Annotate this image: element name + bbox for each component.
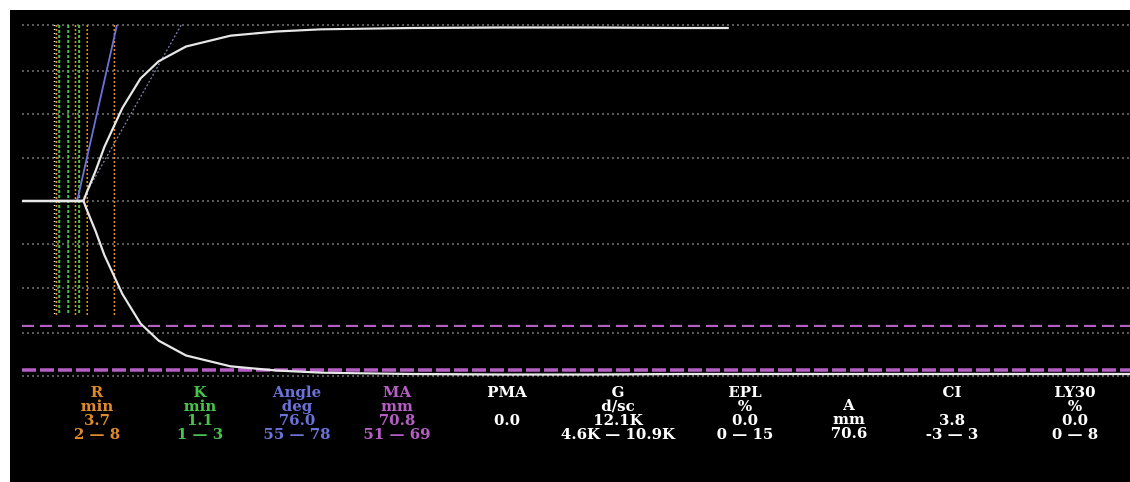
- param-value: 0.0: [493, 411, 521, 429]
- param-value: 3.7: [83, 411, 111, 429]
- param-name: R: [90, 383, 104, 401]
- param-ly30: LY30% 0.0 0 — 8: [1015, 383, 1130, 443]
- param-value: 0.0: [731, 411, 759, 429]
- param-value: 0.0: [1061, 411, 1089, 429]
- param-value: 70.8: [378, 411, 416, 429]
- param-range: 0 — 8: [1051, 425, 1099, 443]
- param-ma: MA mm 70.8 51 — 69: [337, 383, 457, 443]
- param-unit: deg: [281, 397, 313, 415]
- param-unit: %: [1067, 397, 1083, 415]
- param-unit: min: [80, 397, 114, 415]
- param-ci: CI 3.8 -3 — 3: [892, 383, 1012, 443]
- param-value: 70.6: [830, 424, 868, 442]
- angle-tangent-line: [76, 24, 118, 202]
- param-unit: mm: [381, 397, 413, 415]
- param-name: MA: [382, 383, 412, 401]
- teg-chart: [22, 24, 1130, 377]
- param-range: 2 — 8: [73, 425, 121, 443]
- param-range: -3 — 3: [925, 425, 979, 443]
- param-name: CI: [942, 383, 962, 401]
- param-name: Angle: [272, 383, 322, 401]
- param-value: 76.0: [278, 411, 316, 429]
- param-name: LY30: [1054, 383, 1096, 401]
- trace-lower-branch: [50, 199, 1130, 376]
- param-name: A: [843, 396, 855, 414]
- param-unit: d/sc: [601, 397, 635, 415]
- param-unit: mm: [833, 410, 865, 428]
- param-range: [447, 427, 567, 441]
- param-unit: min: [183, 397, 217, 415]
- param-range: 1 — 3: [176, 425, 224, 443]
- param-name: G: [611, 383, 625, 401]
- param-range: 4.6K — 10.9K: [560, 425, 676, 443]
- param-range: 51 — 69: [363, 425, 431, 443]
- param-name: K: [193, 383, 207, 401]
- param-range: 0 — 15: [716, 425, 774, 443]
- trace-upper-branch: [50, 26, 729, 203]
- param-epl: EPL% 0.0 0 — 15: [685, 383, 805, 443]
- param-name: PMA: [487, 383, 527, 401]
- param-range: [789, 440, 909, 454]
- param-value: 1.1: [186, 411, 214, 429]
- param-angle: Angle deg 76.0 55 — 78: [237, 383, 357, 443]
- param-unit: %: [737, 397, 753, 415]
- param-name: EPL: [728, 383, 762, 401]
- param-value: 12.1K: [593, 411, 643, 429]
- param-value: 3.8: [938, 411, 966, 429]
- angle-range-line: [81, 24, 182, 202]
- param-range: 55 — 78: [263, 425, 331, 443]
- param-pma: PMA 0.0: [447, 385, 567, 441]
